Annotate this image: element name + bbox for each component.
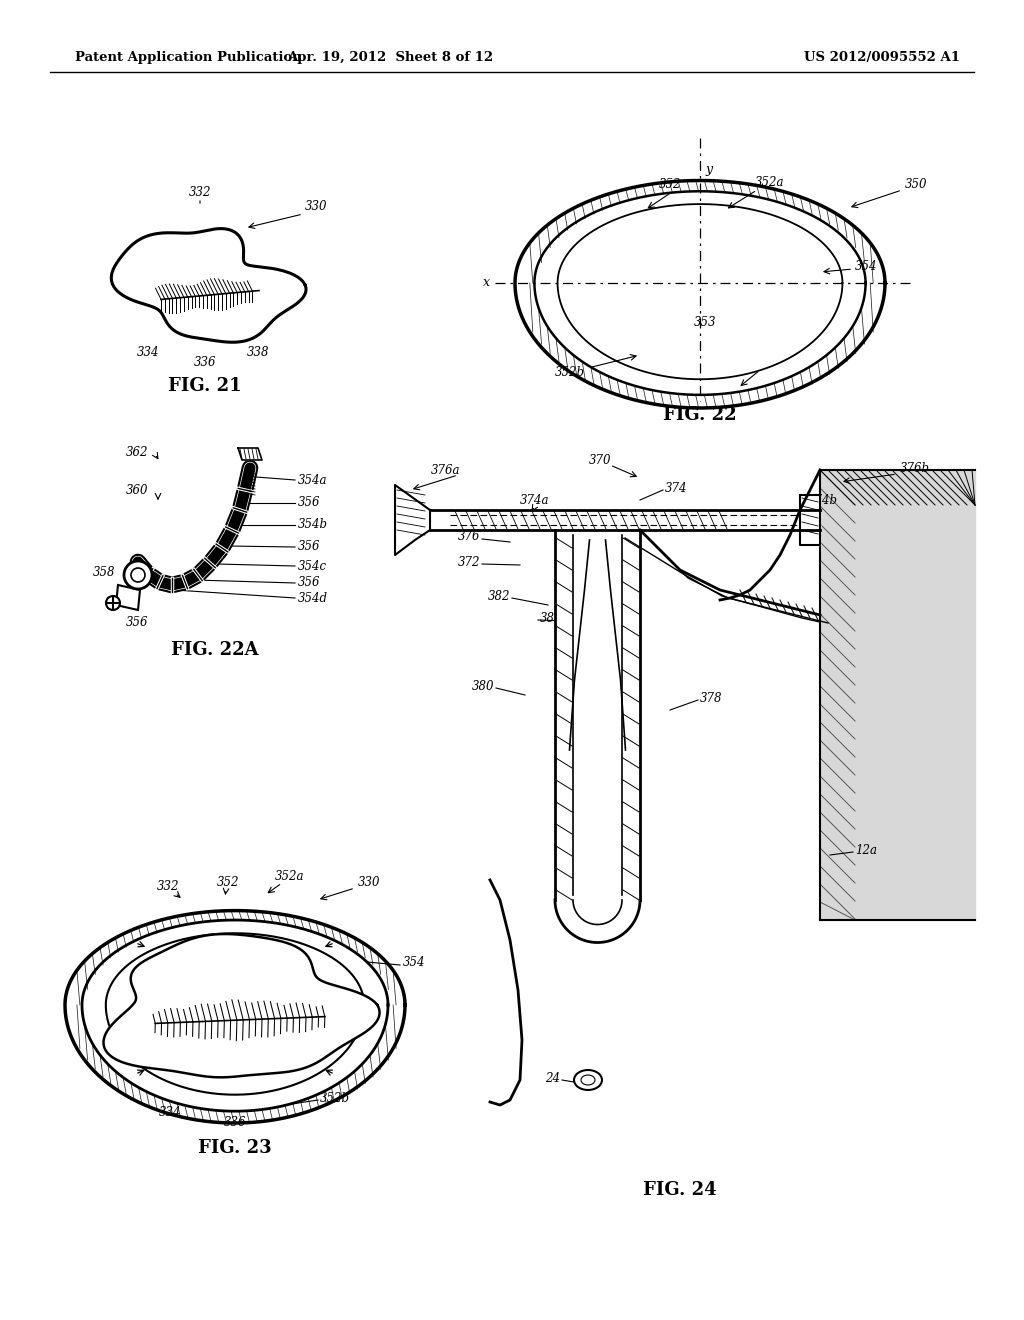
Text: 24: 24	[545, 1072, 560, 1085]
Polygon shape	[535, 191, 865, 395]
Text: 352: 352	[658, 178, 681, 191]
Text: 12a: 12a	[855, 843, 877, 857]
Text: FIG. 22: FIG. 22	[664, 407, 737, 424]
Text: 352b: 352b	[555, 366, 585, 379]
Ellipse shape	[574, 1071, 602, 1090]
Text: 330: 330	[305, 201, 328, 214]
Polygon shape	[800, 495, 820, 545]
Text: 336: 336	[194, 356, 216, 370]
Text: 352b: 352b	[319, 1092, 350, 1105]
Text: 382: 382	[487, 590, 510, 602]
Text: 354c: 354c	[298, 560, 327, 573]
Text: 332: 332	[188, 186, 211, 199]
Text: FIG. 24: FIG. 24	[643, 1181, 717, 1199]
Text: 354d: 354d	[298, 591, 328, 605]
Polygon shape	[116, 585, 140, 610]
Text: FIG. 23: FIG. 23	[199, 1139, 271, 1158]
Text: 336: 336	[224, 1117, 246, 1130]
Text: 334: 334	[159, 1106, 181, 1119]
Text: FIG. 22A: FIG. 22A	[171, 642, 259, 659]
Text: 330: 330	[358, 876, 381, 890]
Text: 372: 372	[458, 556, 480, 569]
Circle shape	[124, 561, 152, 589]
Polygon shape	[515, 181, 885, 408]
Polygon shape	[557, 205, 843, 379]
Polygon shape	[395, 484, 430, 554]
Text: 374b: 374b	[808, 494, 838, 507]
Text: US 2012/0095552 A1: US 2012/0095552 A1	[804, 51, 961, 65]
Text: 338: 338	[247, 346, 269, 359]
Polygon shape	[430, 510, 820, 531]
Text: x: x	[483, 276, 490, 289]
Circle shape	[131, 568, 145, 582]
Polygon shape	[108, 598, 118, 609]
Text: 356: 356	[126, 615, 148, 628]
Text: 374: 374	[665, 482, 687, 495]
Polygon shape	[65, 911, 406, 1123]
Text: FIG. 21: FIG. 21	[168, 378, 242, 395]
Text: y: y	[705, 162, 712, 176]
Polygon shape	[82, 920, 388, 1111]
Text: 354: 354	[403, 957, 426, 969]
Polygon shape	[112, 228, 306, 342]
Text: 384: 384	[540, 611, 562, 624]
Text: 354: 354	[855, 260, 878, 273]
Text: 352: 352	[217, 876, 240, 890]
Polygon shape	[820, 470, 975, 920]
Polygon shape	[103, 935, 380, 1077]
Polygon shape	[573, 900, 622, 942]
Text: 360: 360	[126, 483, 148, 496]
Polygon shape	[105, 933, 365, 1094]
Text: 350: 350	[905, 178, 928, 191]
Polygon shape	[238, 447, 262, 459]
Text: 354a: 354a	[298, 474, 328, 487]
Text: 356: 356	[298, 540, 321, 553]
Text: 356: 356	[298, 577, 321, 590]
Text: 352a: 352a	[755, 177, 784, 190]
Text: 376: 376	[458, 531, 480, 544]
Text: 362: 362	[126, 446, 148, 458]
Text: Patent Application Publication: Patent Application Publication	[75, 51, 302, 65]
Text: 378: 378	[700, 692, 723, 705]
Text: 354b: 354b	[298, 519, 328, 532]
Text: 374a: 374a	[520, 494, 550, 507]
Text: 332: 332	[157, 880, 179, 894]
Polygon shape	[555, 531, 640, 890]
Text: 356: 356	[298, 496, 321, 510]
Circle shape	[106, 597, 120, 610]
Text: 358: 358	[92, 565, 115, 578]
Text: 352a: 352a	[275, 870, 305, 883]
Text: 376a: 376a	[430, 463, 460, 477]
Text: 353: 353	[693, 317, 716, 330]
Text: 376b: 376b	[900, 462, 930, 474]
Text: 380: 380	[471, 680, 494, 693]
Text: 370: 370	[589, 454, 611, 466]
Text: Apr. 19, 2012  Sheet 8 of 12: Apr. 19, 2012 Sheet 8 of 12	[287, 51, 494, 65]
Text: 334: 334	[137, 346, 160, 359]
